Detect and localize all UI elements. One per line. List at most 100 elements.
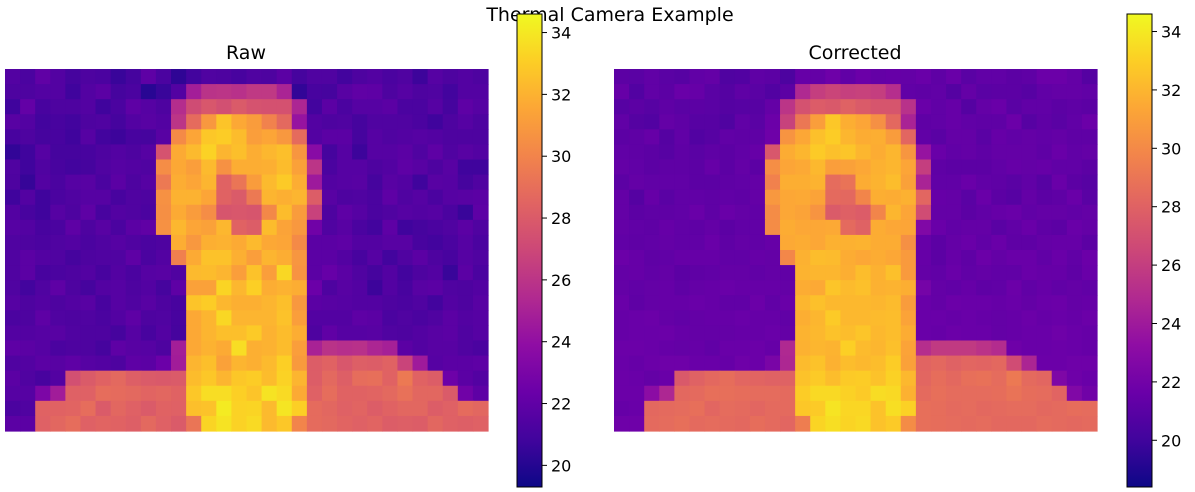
heatmap-cell (140, 295, 157, 311)
heatmap-cell (80, 159, 97, 176)
heatmap-cell (1006, 204, 1023, 221)
heatmap-cell (659, 69, 675, 85)
heatmap-cell (50, 310, 66, 327)
heatmap-cell (50, 340, 66, 357)
heatmap-cell (1021, 219, 1038, 236)
heatmap-cell (795, 69, 811, 85)
heatmap-cell (749, 400, 766, 417)
heatmap-cell (246, 295, 263, 311)
heatmap-cell (1036, 370, 1053, 387)
heatmap-cell (427, 280, 444, 296)
heatmap-cell (976, 250, 992, 266)
heatmap-cell (337, 280, 353, 296)
heatmap-cell (795, 174, 811, 191)
heatmap-cell (367, 310, 383, 327)
heatmap-cell (749, 129, 766, 146)
heatmap-cell (201, 174, 217, 191)
heatmap-cell (1021, 99, 1038, 115)
heatmap-cell (261, 355, 278, 372)
heatmap-cell (764, 415, 781, 432)
heatmap-cell (689, 129, 706, 146)
heatmap-cell (674, 295, 691, 311)
heatmap-cell (231, 114, 248, 130)
heatmap-cell (397, 219, 414, 236)
heatmap-cell (427, 144, 444, 161)
heatmap-cell (734, 295, 751, 311)
heatmap-cell (885, 204, 902, 221)
heatmap-cell (125, 144, 142, 161)
heatmap-cell (659, 144, 675, 161)
heatmap-cell (457, 415, 474, 432)
heatmap-cell (644, 265, 660, 281)
heatmap-cell (764, 325, 781, 342)
heatmap-cell (367, 69, 383, 85)
heatmap-cell (1006, 144, 1023, 161)
heatmap-cell (1066, 295, 1083, 311)
heatmap-cell (110, 234, 127, 251)
heatmap-cell (915, 370, 932, 387)
heatmap-cell (5, 144, 21, 161)
heatmap-cell (276, 219, 293, 236)
heatmap-cell (261, 250, 278, 266)
heatmap-cell (991, 159, 1008, 176)
heatmap-cell (900, 219, 917, 236)
heatmap-cell (276, 234, 293, 251)
heatmap-cell (382, 370, 399, 387)
heatmap-cell (780, 250, 796, 266)
heatmap-cell (1051, 84, 1068, 100)
heatmap-cell (855, 84, 872, 100)
heatmap-cell (870, 189, 887, 206)
heatmap-cell (840, 340, 857, 357)
heatmap-cell (961, 265, 977, 281)
heatmap-cell (719, 310, 736, 327)
heatmap-cell (795, 340, 811, 357)
heatmap-cell (749, 340, 766, 357)
heatmap-cell (1021, 325, 1038, 342)
heatmap-cell (321, 325, 338, 342)
heatmap-cell (231, 69, 248, 85)
heatmap-cell (80, 370, 97, 387)
heatmap-cell (855, 174, 872, 191)
heatmap-cell (80, 415, 97, 432)
heatmap-cell (35, 415, 51, 432)
heatmap-cell (472, 295, 489, 311)
heatmap-cell (870, 265, 887, 281)
heatmap-cell (50, 265, 66, 281)
heatmap-cell (795, 219, 811, 236)
heatmap-cell (900, 370, 917, 387)
heatmap-cell (50, 325, 66, 342)
heatmap-cell (171, 415, 187, 432)
heatmap-cell (382, 84, 399, 100)
heatmap-cell (95, 325, 112, 342)
heatmap-cell (719, 189, 736, 206)
heatmap-cell (885, 310, 902, 327)
heatmap-cell (306, 415, 323, 432)
heatmap-cell (961, 99, 977, 115)
heatmap-cell (367, 174, 383, 191)
heatmap-cell (216, 174, 232, 191)
heatmap-cell (397, 129, 414, 146)
heatmap-cell (991, 99, 1008, 115)
heatmap-cell (614, 370, 630, 387)
heatmap-cell (915, 144, 932, 161)
heatmap-cell (885, 325, 902, 342)
heatmap-cell (261, 174, 278, 191)
heatmap-cell (201, 340, 217, 357)
heatmap-cell (367, 219, 383, 236)
colorbar-tick-label: 20 (1161, 431, 1181, 450)
heatmap-cell (337, 385, 353, 402)
heatmap-cell (337, 189, 353, 206)
heatmap-cell (276, 325, 293, 342)
heatmap-cell (644, 400, 660, 417)
heatmap-cell (1051, 189, 1068, 206)
heatmap-cell (125, 355, 142, 372)
heatmap-cell (397, 250, 414, 266)
heatmap-cell (110, 370, 127, 387)
heatmap-cell (186, 250, 202, 266)
heatmap-cell (749, 415, 766, 432)
heatmap-cell (870, 219, 887, 236)
heatmap-cell (231, 204, 248, 221)
heatmap-cell (231, 84, 248, 100)
heatmap-cell (231, 370, 248, 387)
heatmap-cell (719, 84, 736, 100)
